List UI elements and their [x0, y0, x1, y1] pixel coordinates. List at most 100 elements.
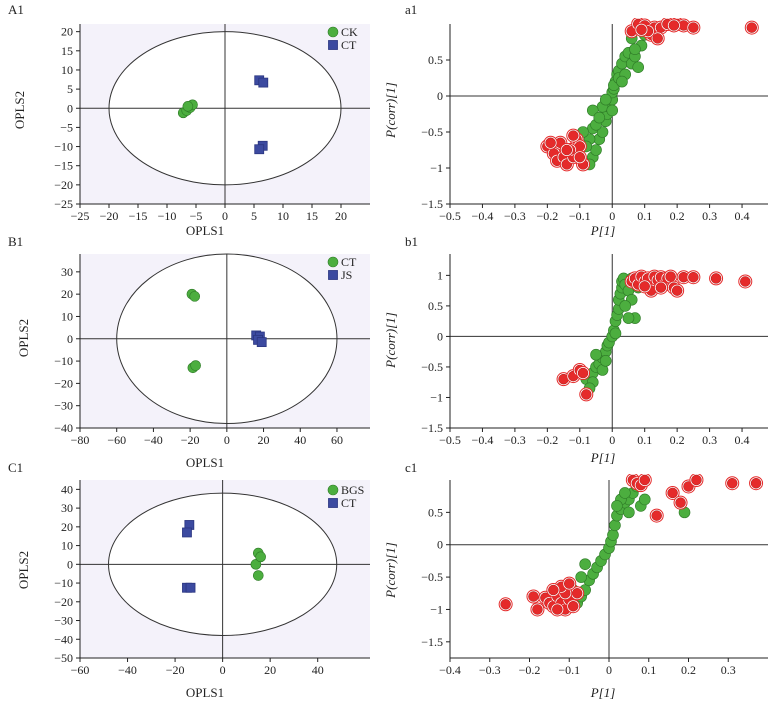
panel-label: B1 [8, 234, 23, 249]
x-tick-label: −5 [190, 209, 203, 223]
panel-c1: c1 −0.4 −0.3 −0.2 −0.1 0 0.1 0.2 0.3 −1.5 −1 −0.5 0 0… [383, 460, 768, 700]
y-tick-label: −10 [54, 576, 73, 590]
data-point-circle [599, 355, 612, 367]
y-tick-label: 0 [437, 538, 443, 552]
data-point-circle [619, 300, 632, 312]
x-tick-label: −0.1 [558, 663, 580, 677]
y-tick-label: 10 [61, 539, 73, 553]
x-tick-label: 0.3 [702, 433, 717, 447]
data-point-circle [726, 477, 738, 489]
y-tick-label: −20 [54, 595, 73, 609]
y-tick-label: 20 [61, 25, 73, 39]
data-point-circle [590, 348, 602, 361]
y-tick-label: 0.5 [428, 299, 443, 313]
panel-a1: a1−0.5 −0.4 −0.3 −0.2 −0.1 0 0.1 0.2 0.3 0.4−1.5−… [383, 2, 768, 238]
x-tick-label: −0.3 [504, 433, 526, 447]
x-tick-label: −0.4 [472, 209, 494, 223]
x-tick-label: −40 [118, 663, 137, 677]
x-tick-label: −40 [144, 433, 163, 447]
x-tick-label: −0.2 [536, 433, 558, 447]
data-point-circle [568, 130, 579, 141]
x-tick-label: −20 [166, 663, 185, 677]
data-point-circle [586, 104, 599, 117]
x-tick-label: −20 [100, 209, 119, 223]
data-point-square [185, 582, 196, 593]
y-tick-label: −1.5 [421, 421, 443, 435]
data-point-circle [619, 487, 631, 499]
panel-label: c1 [405, 460, 417, 475]
x-tick-label: 5 [251, 209, 257, 223]
data-point-circle [609, 519, 621, 532]
y-tick-label: 1 [437, 268, 443, 282]
data-point-circle [740, 276, 751, 287]
x-tick-label: 0.4 [735, 209, 750, 223]
y-axis-label: P(corr)[1] [383, 312, 398, 369]
x-tick-label: 0.2 [670, 209, 685, 223]
y-tick-label: −20 [54, 376, 73, 390]
y-tick-label: −30 [54, 399, 73, 413]
y-tick-label: 40 [61, 482, 73, 496]
data-point-circle [532, 604, 543, 615]
data-point-circle [561, 144, 573, 156]
x-tick-label: −0.4 [472, 433, 494, 447]
data-point-circle [671, 285, 683, 296]
y-tick-label: 0.5 [428, 53, 443, 67]
data-point-circle [607, 529, 619, 541]
y-tick-label: −15 [54, 159, 73, 173]
x-tick-label: 20 [335, 209, 347, 223]
x-tick-label: 60 [331, 433, 343, 447]
data-point-circle [500, 599, 511, 610]
data-point-circle [574, 151, 586, 163]
y-tick-label: −10 [54, 354, 73, 368]
y-tick-label: 10 [61, 309, 73, 323]
x-tick-label: 20 [264, 663, 276, 677]
data-point-circle [250, 559, 262, 570]
data-point-circle [623, 506, 635, 519]
x-tick-label: 0.3 [721, 663, 736, 677]
x-axis-label: P[1] [590, 450, 616, 465]
data-point-square [182, 527, 192, 538]
y-axis-label: OPLS2 [12, 91, 27, 129]
x-tick-label: −0.2 [536, 209, 558, 223]
x-tick-label: 0 [609, 433, 615, 447]
x-tick-label: −0.5 [439, 433, 461, 447]
panel-b1: b1−0.5 −0.4 −0.3 −0.2 −0.1 0 0.1 0.2 0.3 0.4−1.5−… [383, 234, 768, 465]
data-point-circle [189, 291, 201, 302]
panel-C1: C1 −60 −40 −20 0 20 40 −50 −40 −30 −20 −10 0 10 20 30 40… [8, 460, 370, 700]
data-point-circle [746, 22, 758, 33]
data-point-square [258, 77, 269, 88]
data-point-circle [577, 367, 589, 379]
x-tick-label: −0.3 [504, 209, 526, 223]
data-point-circle [665, 271, 676, 282]
x-tick-label: −0.1 [569, 209, 591, 223]
x-tick-label: −0.2 [519, 663, 541, 677]
x-tick-label: 40 [312, 663, 324, 677]
y-tick-label: 0 [437, 329, 443, 343]
y-tick-label: 30 [61, 501, 73, 515]
data-point-circle [579, 558, 591, 570]
x-axis-label: OPLS1 [186, 685, 224, 700]
data-point-circle [581, 389, 592, 400]
x-tick-label: −80 [71, 433, 90, 447]
data-point-circle [688, 271, 699, 283]
y-tick-label: −30 [54, 614, 73, 628]
x-tick-label: 0.1 [637, 209, 652, 223]
data-point-circle [182, 101, 194, 112]
x-tick-label: 0 [606, 663, 612, 677]
panel-label: A1 [8, 2, 24, 17]
x-tick-label: 0.4 [735, 433, 750, 447]
legend-marker-circle [327, 26, 339, 38]
y-tick-label: −20 [54, 178, 73, 192]
data-point-circle [639, 281, 650, 292]
legend-label: JS [341, 268, 352, 282]
data-point-circle [611, 500, 623, 512]
x-tick-label: 20 [258, 433, 270, 447]
panel-label: b1 [405, 234, 418, 249]
x-axis-label: OPLS1 [186, 455, 224, 470]
panel-B1: B1 −80 −60 −40 −20 0 20 40 60 −40 −30 −20 −10 0 10 20 30… [8, 234, 370, 470]
data-point-circle [750, 477, 762, 489]
x-tick-label: −15 [129, 209, 148, 223]
y-axis-label: P(corr)[1] [383, 82, 398, 139]
data-point-circle [552, 604, 563, 615]
points-layer [540, 18, 759, 172]
